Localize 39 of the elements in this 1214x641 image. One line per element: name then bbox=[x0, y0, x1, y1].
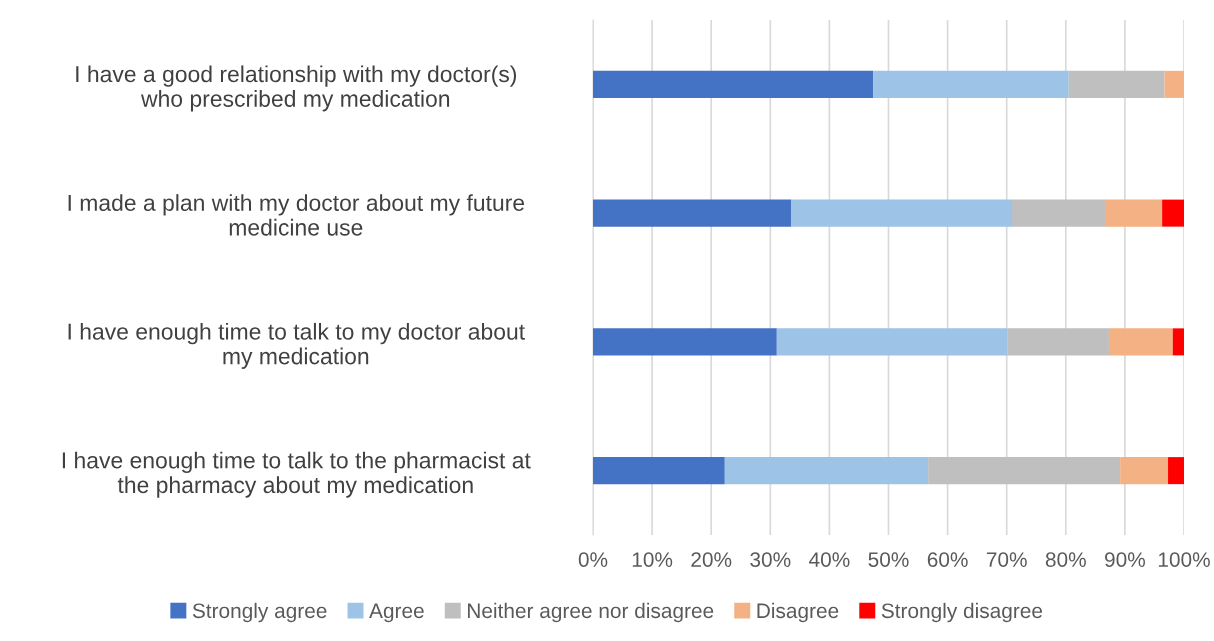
x-tick-label: 90% bbox=[1105, 552, 1146, 567]
bar bbox=[1162, 199, 1184, 227]
x-tick-label: 50% bbox=[868, 552, 909, 567]
bar bbox=[1105, 199, 1163, 227]
bar bbox=[724, 457, 929, 485]
legend-label: Neither agree nor disagree bbox=[468, 602, 714, 623]
x-tick-label: 60% bbox=[927, 552, 968, 567]
bar bbox=[593, 199, 791, 227]
bar bbox=[1172, 328, 1184, 356]
bar bbox=[1120, 457, 1169, 485]
x-tick-label: 70% bbox=[986, 552, 1027, 567]
x-tick-label: 80% bbox=[1045, 552, 1086, 567]
bar bbox=[873, 70, 1069, 98]
bar bbox=[1007, 328, 1109, 356]
bar bbox=[1108, 328, 1173, 356]
x-tick-label: 20% bbox=[691, 552, 732, 567]
x-tick-label: 30% bbox=[750, 552, 791, 567]
bar bbox=[790, 199, 1013, 227]
bar bbox=[593, 70, 874, 98]
bar bbox=[1168, 457, 1184, 485]
y-tick-label: I have a good relationship with my doctor(s) who prescribed my medication bbox=[76, 65, 517, 112]
x-tick-label: 0% bbox=[578, 552, 608, 567]
legend-label: Strongly disagree bbox=[881, 602, 1043, 623]
bar bbox=[928, 457, 1121, 485]
bar bbox=[1164, 70, 1184, 98]
y-tick-label: I have enough time to talk to my doctor about my medication bbox=[68, 322, 525, 369]
legend-label: Strongly agree bbox=[192, 602, 327, 623]
y-tick-label: I made a plan with my doctor about my future medicine use bbox=[68, 194, 525, 236]
x-tick-label: 10% bbox=[632, 552, 673, 567]
y-tick-label: I have enough time to talk to the pharmacist at the pharmacy about my medication bbox=[62, 451, 531, 498]
bar bbox=[593, 328, 777, 356]
bar bbox=[1012, 199, 1106, 227]
bar bbox=[776, 328, 1008, 356]
bar bbox=[1068, 70, 1165, 98]
x-tick-label: 40% bbox=[809, 552, 850, 567]
bar bbox=[593, 457, 725, 485]
legend-label: Disagree bbox=[757, 602, 839, 623]
legend-label: Agree bbox=[369, 603, 424, 623]
x-tick-label: 100% bbox=[1158, 552, 1210, 567]
